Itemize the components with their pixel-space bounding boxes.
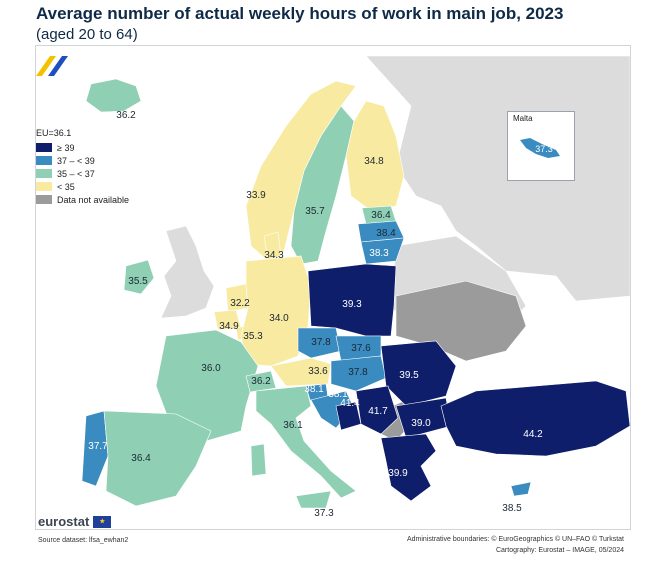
legend-swatch xyxy=(36,195,52,204)
legend-label: 35 – < 37 xyxy=(57,168,95,179)
credits-cartography: Cartography: Eurostat – IMAGE, 05/2024 xyxy=(495,547,624,554)
label-iceland: 36.2 xyxy=(116,110,136,121)
legend-swatch xyxy=(36,143,52,152)
credits: Administrative boundaries: © EuroGeograp… xyxy=(407,534,624,556)
legend-swatch xyxy=(36,169,52,178)
region-sweden[interactable] xyxy=(290,105,355,265)
malta-inset-map: 37.3 xyxy=(520,138,560,158)
region-finland[interactable] xyxy=(345,100,405,212)
brand-name: eurostat xyxy=(38,514,90,529)
legend-item: Data not available xyxy=(36,193,129,206)
legend-label: Data not available xyxy=(57,194,130,205)
label-switzerland: 36.2 xyxy=(251,376,271,387)
region-italy[interactable] xyxy=(255,385,357,499)
region-serbia[interactable] xyxy=(355,385,399,435)
label-sweden: 35.7 xyxy=(305,206,325,217)
label-netherlands: 32.2 xyxy=(230,298,250,309)
region-malta[interactable] xyxy=(520,138,560,158)
region-greece[interactable] xyxy=(380,433,437,502)
legend-item: < 35 xyxy=(36,180,129,193)
map-title: Average number of actual weekly hours of… xyxy=(36,4,564,23)
legend-item: ≥ 39 xyxy=(36,141,129,154)
credits-boundaries: Administrative boundaries: © EuroGeograp… xyxy=(406,536,624,543)
region-czechia[interactable] xyxy=(297,327,342,359)
region-poland[interactable] xyxy=(307,263,397,337)
inset-title: Malta xyxy=(513,114,533,123)
region-switzerland[interactable] xyxy=(245,370,277,393)
region-ukraine-na xyxy=(395,280,527,362)
region-uk xyxy=(160,225,215,319)
label-slovenia: 38.1 xyxy=(304,384,324,395)
region-ireland[interactable] xyxy=(123,259,155,295)
legend-item: 37 – < 39 xyxy=(36,154,129,167)
label-denmark: 34.3 xyxy=(264,250,284,261)
label-bosnia: 41.4 xyxy=(340,398,360,409)
label-portugal: 37.7 xyxy=(88,441,108,452)
region-portugal[interactable] xyxy=(81,410,109,487)
label-slovakia: 37.6 xyxy=(351,343,371,354)
label-austria: 33.6 xyxy=(308,366,328,377)
legend-eu-average: EU=36.1 xyxy=(36,128,72,138)
label-finland: 34.8 xyxy=(364,156,384,167)
label-romania: 39.5 xyxy=(399,370,419,381)
label-spain: 36.4 xyxy=(131,453,151,464)
source-note: Source dataset: lfsa_ewhan2 xyxy=(38,537,129,544)
eurostat-brand: eurostat ★ xyxy=(38,514,112,529)
label-germany: 34.0 xyxy=(269,313,289,324)
region-sicily[interactable] xyxy=(295,490,332,509)
label-lithuania: 38.3 xyxy=(369,248,389,259)
label-hungary: 37.8 xyxy=(348,367,368,378)
map-subtitle: (aged 20 to 64) xyxy=(36,26,138,43)
label-sicily: 37.3 xyxy=(314,508,334,519)
region-hungary[interactable] xyxy=(330,355,387,392)
label-italy: 36.1 xyxy=(283,420,303,431)
region-denmark[interactable] xyxy=(263,231,282,261)
label-latvia: 38.4 xyxy=(376,228,396,239)
legend-swatch xyxy=(36,182,52,191)
eurostat-logo-mark xyxy=(36,56,68,76)
legend-label: < 35 xyxy=(57,181,75,192)
legend-item: 35 – < 37 xyxy=(36,167,129,180)
map-legend: EU=36.1 ≥ 39 37 – < 39 35 – < 37 < 35 Da… xyxy=(36,128,129,206)
label-croatia: 38.1 xyxy=(328,389,348,400)
label-france: 36.0 xyxy=(201,363,221,374)
label-serbia: 41.7 xyxy=(368,406,388,417)
label-norway: 33.9 xyxy=(246,190,266,201)
region-romania[interactable] xyxy=(380,340,457,407)
label-estonia: 36.4 xyxy=(371,210,391,221)
region-turkey[interactable] xyxy=(440,380,630,457)
region-france[interactable] xyxy=(155,329,259,442)
region-austria[interactable] xyxy=(270,357,332,387)
label-turkey: 44.2 xyxy=(523,429,543,440)
region-cyprus[interactable] xyxy=(510,481,532,497)
label-poland: 39.3 xyxy=(342,299,362,310)
label-belgium: 34.9 xyxy=(219,321,239,332)
malta-inset[interactable]: Malta 37.3 xyxy=(507,111,575,181)
region-iceland[interactable] xyxy=(85,78,142,113)
label-cyprus: 38.5 xyxy=(502,503,522,514)
legend-label: 37 – < 39 xyxy=(57,155,95,166)
region-sardinia[interactable] xyxy=(250,443,267,477)
label-malta: 37.3 xyxy=(535,144,553,154)
region-spain[interactable] xyxy=(103,410,212,507)
legend-label: ≥ 39 xyxy=(57,142,75,153)
label-ireland: 35.5 xyxy=(128,276,148,287)
label-luxembourg: 35.3 xyxy=(243,331,263,342)
label-greece: 39.9 xyxy=(388,468,408,479)
eu-flag-icon: ★ xyxy=(93,515,112,528)
label-czechia: 37.8 xyxy=(311,337,331,348)
region-lithuania[interactable] xyxy=(360,237,405,265)
label-bulgaria: 39.0 xyxy=(411,418,431,429)
legend-swatch xyxy=(36,156,52,165)
